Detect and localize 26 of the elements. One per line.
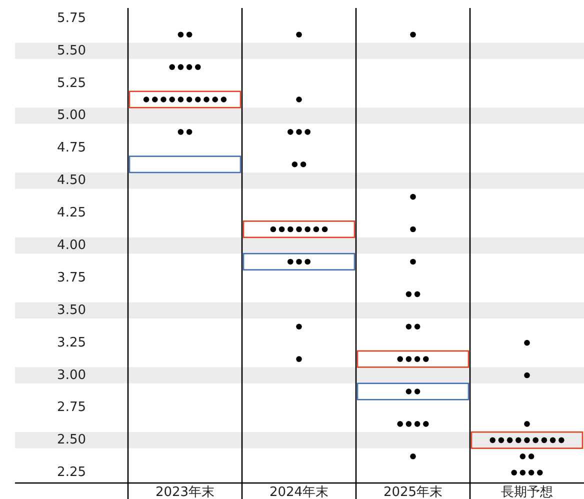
- y-tick-label: 2.25: [57, 465, 86, 480]
- y-tick-label: 3.75: [57, 270, 86, 286]
- y-tick-label: 4.50: [57, 173, 86, 188]
- y-tick-label: 5.75: [57, 10, 86, 26]
- x-tick-label: 2025年末: [383, 485, 443, 499]
- y-tick-label: 5.25: [57, 76, 86, 91]
- y-tick-label: 3.25: [57, 335, 86, 350]
- y-tick-label: 3.50: [57, 302, 86, 318]
- bar: [128, 90, 242, 108]
- y-tick-label: 3.00: [57, 368, 86, 383]
- y-tick-label: 2.75: [57, 400, 86, 416]
- y-tick-label: 4.25: [57, 206, 86, 221]
- x-tick-label: 2024年末: [269, 485, 329, 499]
- bar: [470, 431, 584, 449]
- bar: [242, 252, 356, 270]
- y-tick-label: 4.75: [57, 140, 86, 156]
- bar: [356, 350, 470, 368]
- y-tick-label: 4.00: [57, 238, 86, 253]
- y-tick-label: 2.50: [57, 432, 86, 448]
- x-tick-label: 長期予想: [501, 485, 553, 499]
- bar: [128, 156, 242, 174]
- x-tick-label: 2023年末: [155, 485, 215, 499]
- bar: [356, 382, 470, 400]
- y-tick-label: 5.00: [57, 108, 86, 124]
- y-tick-label: 5.50: [57, 43, 86, 58]
- bar: [242, 220, 356, 238]
